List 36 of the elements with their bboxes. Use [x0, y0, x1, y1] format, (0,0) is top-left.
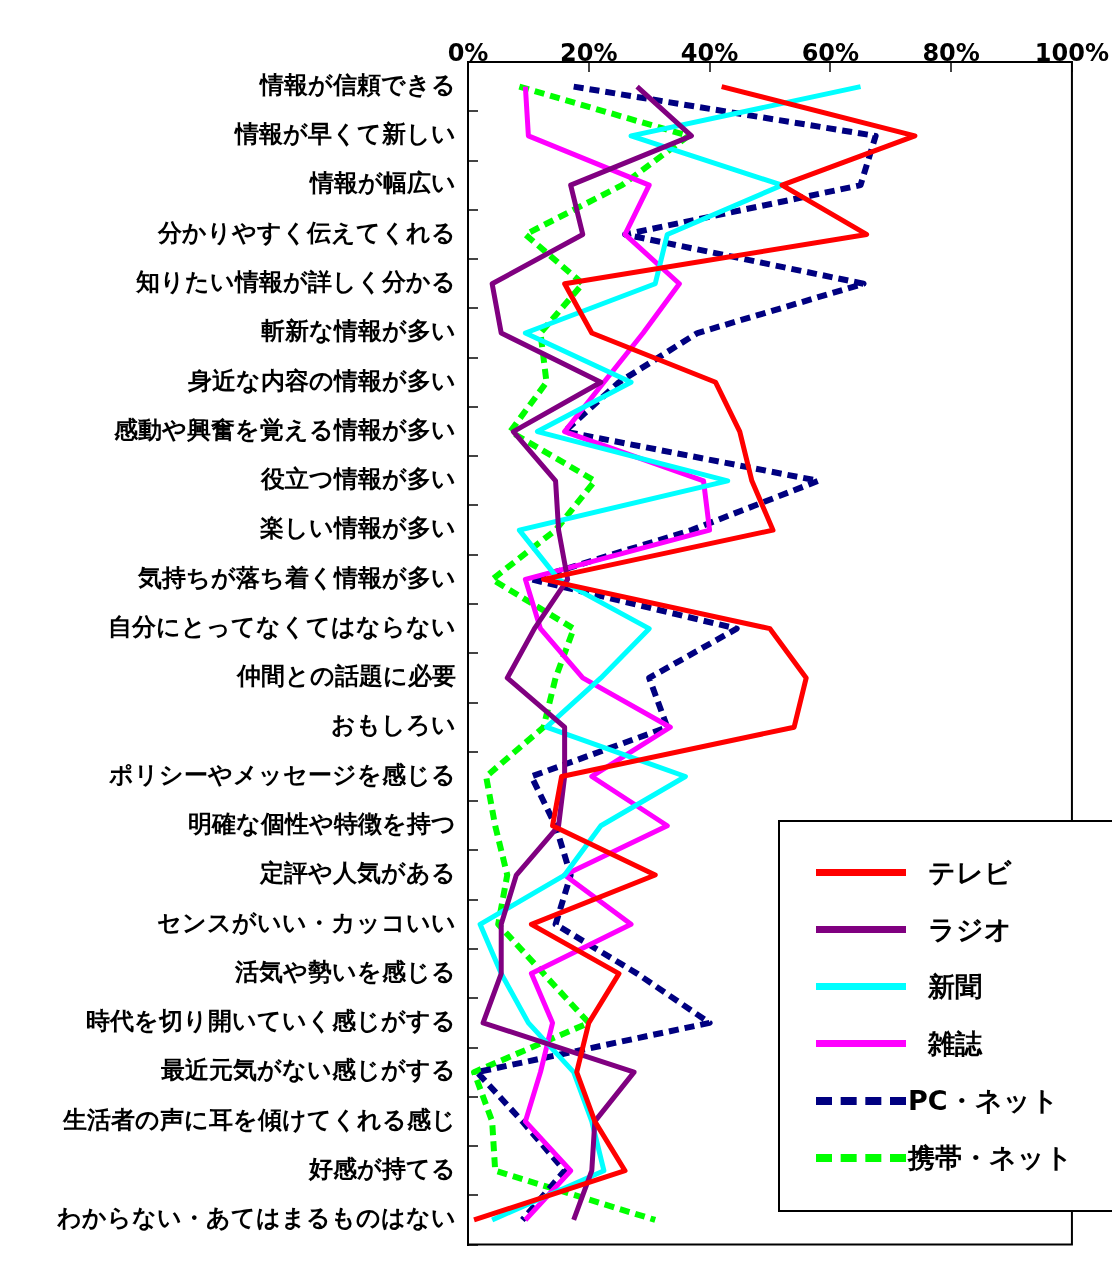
y-tick-label: センスがいい・カッコいい — [157, 908, 456, 937]
y-tick-label: 感動や興奮を覚える情報が多い — [113, 415, 456, 444]
y-tick-label: 情報が信頼できる — [258, 70, 456, 99]
y-tick-label: 斬新な情報が多い — [261, 317, 456, 346]
y-tick-label: 時代を切り開いていく感じがする — [86, 1007, 456, 1036]
y-tick-label: 明確な個性や特徴を持つ — [188, 810, 456, 838]
legend-label: ラジオ — [928, 912, 1012, 947]
y-tick-label: 好感が持てる — [308, 1154, 456, 1183]
y-tick-label: 楽しい情報が多い — [259, 514, 456, 543]
y-tick-label: 仲間との話題に必要 — [236, 662, 456, 691]
legend-label: PC・ネット — [908, 1083, 1059, 1118]
legend-label: テレビ — [928, 855, 1012, 890]
y-tick-label: 役立つ情報が多い — [260, 465, 456, 494]
x-tick-label: 100% — [1034, 38, 1110, 67]
legend-label: 雑誌 — [928, 1026, 982, 1061]
y-tick-label: 自分にとってなくてはならない — [108, 612, 456, 641]
y-tick-label: 身近な内容の情報が多い — [187, 366, 456, 395]
y-tick-label: 活気や勢いを感じる — [234, 957, 456, 986]
y-tick-label: 情報が早くて新しい — [233, 120, 456, 149]
y-tick-label: ポリシーやメッセージを感じる — [108, 760, 456, 789]
y-tick-label: 気持ちが落ち着く情報が多い — [137, 563, 456, 592]
y-tick-label: 知りたい情報が詳しく分かる — [135, 267, 456, 296]
legend-label: 新聞 — [928, 969, 982, 1004]
y-tick-label: 最近元気がない感じがする — [160, 1056, 456, 1085]
x-tick-label: 40% — [680, 38, 739, 67]
y-tick-label: おもしろい — [331, 711, 456, 740]
x-tick-label: 0% — [447, 38, 489, 67]
y-tick-label: わからない・あてはまるものはない — [56, 1204, 456, 1233]
y-tick-label: 情報が幅広い — [308, 169, 456, 198]
legend-label: 携帯・ネット — [908, 1140, 1073, 1175]
x-tick-label: 20% — [560, 38, 618, 67]
y-tick-label: 分かりやすく伝えてくれる — [157, 218, 456, 247]
y-tick-label: 定評や人気がある — [259, 859, 456, 888]
x-tick-label: 60% — [801, 38, 860, 67]
y-tick-label: 生活者の声に耳を傾けてくれる感じ — [62, 1105, 456, 1134]
x-tick-label: 80% — [922, 38, 980, 67]
